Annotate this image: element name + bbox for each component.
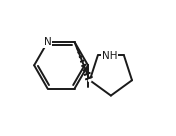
Text: N: N [44,37,52,47]
Text: NH: NH [102,51,117,61]
Circle shape [88,79,91,82]
